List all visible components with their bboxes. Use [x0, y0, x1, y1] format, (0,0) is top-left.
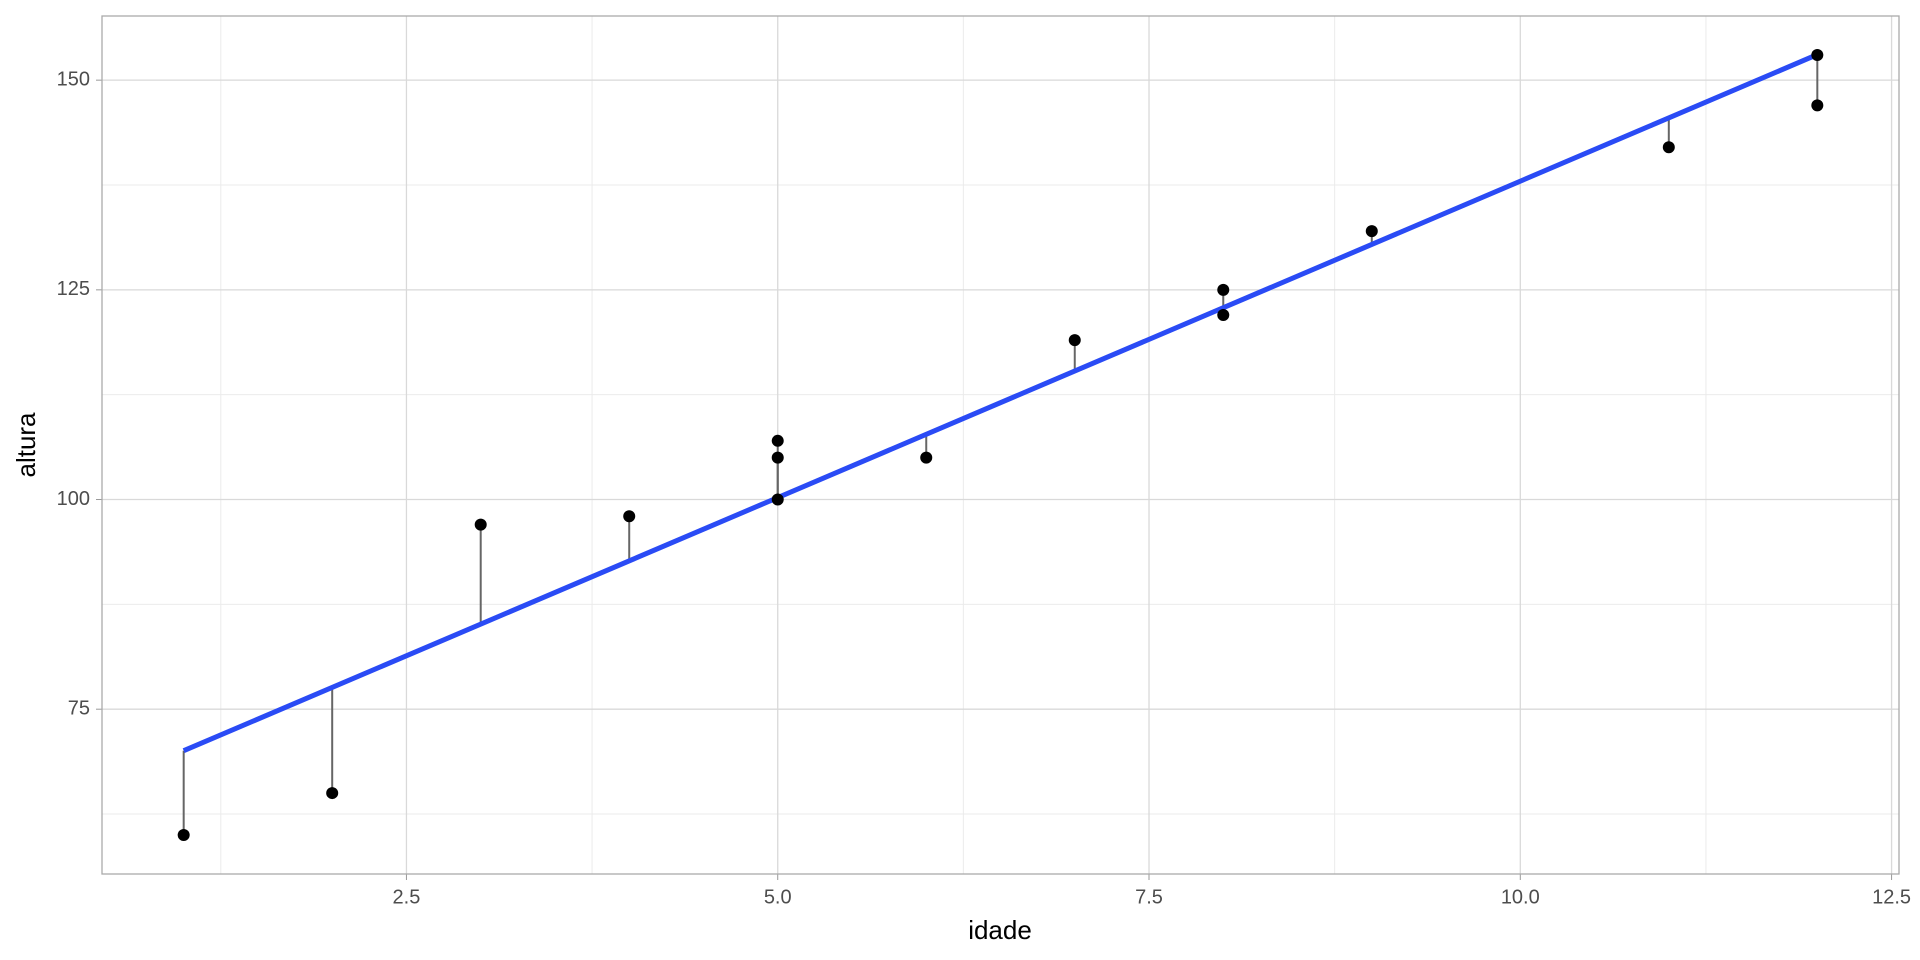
x-tick-label: 5.0	[764, 886, 792, 908]
point	[1217, 309, 1230, 321]
x-tick-label: 12.5	[1872, 886, 1911, 908]
y-tick-label: 150	[57, 68, 90, 90]
point	[623, 510, 636, 523]
x-tick-label: 10.0	[1501, 886, 1540, 908]
point	[1068, 334, 1081, 347]
point	[771, 493, 784, 506]
x-tick-label: 7.5	[1135, 886, 1163, 908]
point	[1811, 49, 1824, 61]
point	[1217, 283, 1230, 296]
point	[1811, 99, 1824, 112]
y-tick-label: 125	[57, 278, 90, 300]
point	[771, 451, 784, 464]
y-tick-label: 75	[68, 697, 90, 719]
y-tick-label: 100	[57, 488, 90, 510]
x-tick-label: 2.5	[393, 886, 421, 908]
point	[326, 787, 339, 800]
point	[177, 829, 190, 841]
point	[474, 518, 487, 531]
panel-border	[101, 15, 1900, 875]
x-axis-title: idade	[968, 915, 1032, 945]
y-axis-title: altura	[11, 412, 41, 478]
point	[1662, 141, 1675, 154]
point	[1365, 225, 1378, 238]
fit-line	[182, 52, 1819, 754]
point	[771, 434, 784, 447]
point	[920, 451, 933, 464]
